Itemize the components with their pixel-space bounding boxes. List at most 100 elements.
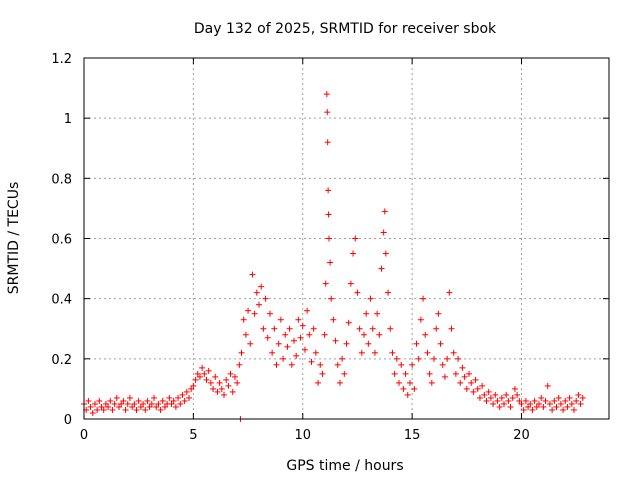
y-tick-label: 0.6 — [51, 233, 72, 248]
data-point — [538, 394, 545, 401]
data-point — [322, 280, 329, 287]
data-point — [404, 391, 411, 398]
data-point — [328, 295, 335, 302]
data-point — [417, 316, 424, 323]
data-point — [192, 376, 199, 383]
data-point — [295, 316, 302, 323]
x-tick-labels: 0 5 10 15 20 — [80, 428, 530, 443]
data-point — [256, 301, 262, 308]
data-point — [168, 400, 175, 407]
data-point — [166, 394, 173, 401]
data-point — [301, 346, 308, 353]
x-tick-label: 0 — [80, 428, 88, 443]
data-point — [431, 355, 437, 362]
data-point — [470, 388, 477, 395]
data-point — [312, 349, 319, 356]
data-point — [546, 400, 553, 407]
data-point — [424, 349, 431, 356]
data-point — [325, 187, 332, 194]
data-point — [172, 403, 179, 410]
x-tick-label: 15 — [404, 428, 421, 443]
data-point — [476, 394, 483, 401]
data-point — [555, 394, 562, 401]
data-point — [308, 358, 315, 365]
data-point — [107, 397, 114, 404]
data-point — [327, 259, 334, 266]
data-point — [525, 403, 532, 410]
data-point — [85, 397, 92, 404]
data-point — [472, 376, 479, 383]
grid — [84, 58, 609, 419]
data-point — [118, 400, 125, 407]
data-point — [566, 394, 573, 401]
y-tick-label: 0.8 — [51, 172, 72, 187]
data-point — [266, 310, 273, 317]
data-point — [557, 400, 564, 407]
data-point — [444, 355, 451, 362]
data-point — [96, 397, 103, 404]
data-point — [345, 319, 352, 326]
data-point — [514, 391, 521, 398]
data-point — [269, 349, 276, 356]
data-point — [483, 397, 490, 404]
data-point — [505, 397, 512, 404]
data-point — [361, 331, 367, 338]
data-point — [105, 403, 112, 410]
data-point — [258, 283, 265, 290]
data-point — [129, 403, 136, 410]
data-point — [518, 400, 525, 407]
data-point — [102, 400, 109, 407]
data-point — [229, 388, 236, 395]
data-point — [564, 403, 571, 410]
data-point — [109, 406, 116, 413]
data-point — [496, 403, 503, 410]
data-point — [433, 325, 440, 332]
data-point — [343, 340, 350, 347]
data-point — [544, 382, 551, 389]
data-point — [358, 349, 365, 356]
data-point — [461, 373, 468, 380]
data-point — [490, 400, 497, 407]
data-point — [371, 349, 378, 356]
data-point — [579, 394, 586, 401]
data-point — [450, 349, 457, 356]
data-point — [113, 394, 120, 401]
data-point — [175, 394, 182, 401]
data-point — [214, 388, 221, 395]
data-point — [354, 289, 361, 296]
data-point — [319, 370, 326, 377]
data-point — [111, 400, 118, 407]
data-point — [441, 373, 448, 380]
data-point — [492, 391, 499, 398]
data-point — [459, 364, 466, 371]
data-point — [367, 295, 374, 302]
data-point — [188, 385, 195, 392]
data-point — [140, 400, 147, 407]
data-point — [511, 385, 518, 392]
y-tick-label: 0.2 — [51, 353, 72, 368]
data-point — [234, 379, 241, 386]
data-point — [323, 91, 330, 98]
data-point — [227, 370, 234, 377]
data-point — [262, 295, 269, 302]
data-point — [317, 361, 324, 368]
data-point — [498, 394, 505, 401]
data-point — [380, 229, 387, 236]
data-point — [376, 331, 383, 338]
data-point — [420, 295, 427, 302]
data-point — [142, 406, 149, 413]
data-point — [326, 235, 332, 242]
data-point — [422, 331, 429, 338]
data-point — [549, 406, 556, 413]
data-point — [231, 373, 238, 380]
data-point — [315, 379, 322, 386]
x-tick-label: 5 — [189, 428, 197, 443]
data-point — [148, 400, 155, 407]
data-point — [264, 334, 271, 341]
data-point — [520, 406, 527, 413]
data-point — [153, 403, 160, 410]
data-point — [571, 406, 577, 413]
data-point — [122, 406, 129, 413]
data-point — [481, 391, 488, 398]
data-point — [468, 379, 475, 386]
